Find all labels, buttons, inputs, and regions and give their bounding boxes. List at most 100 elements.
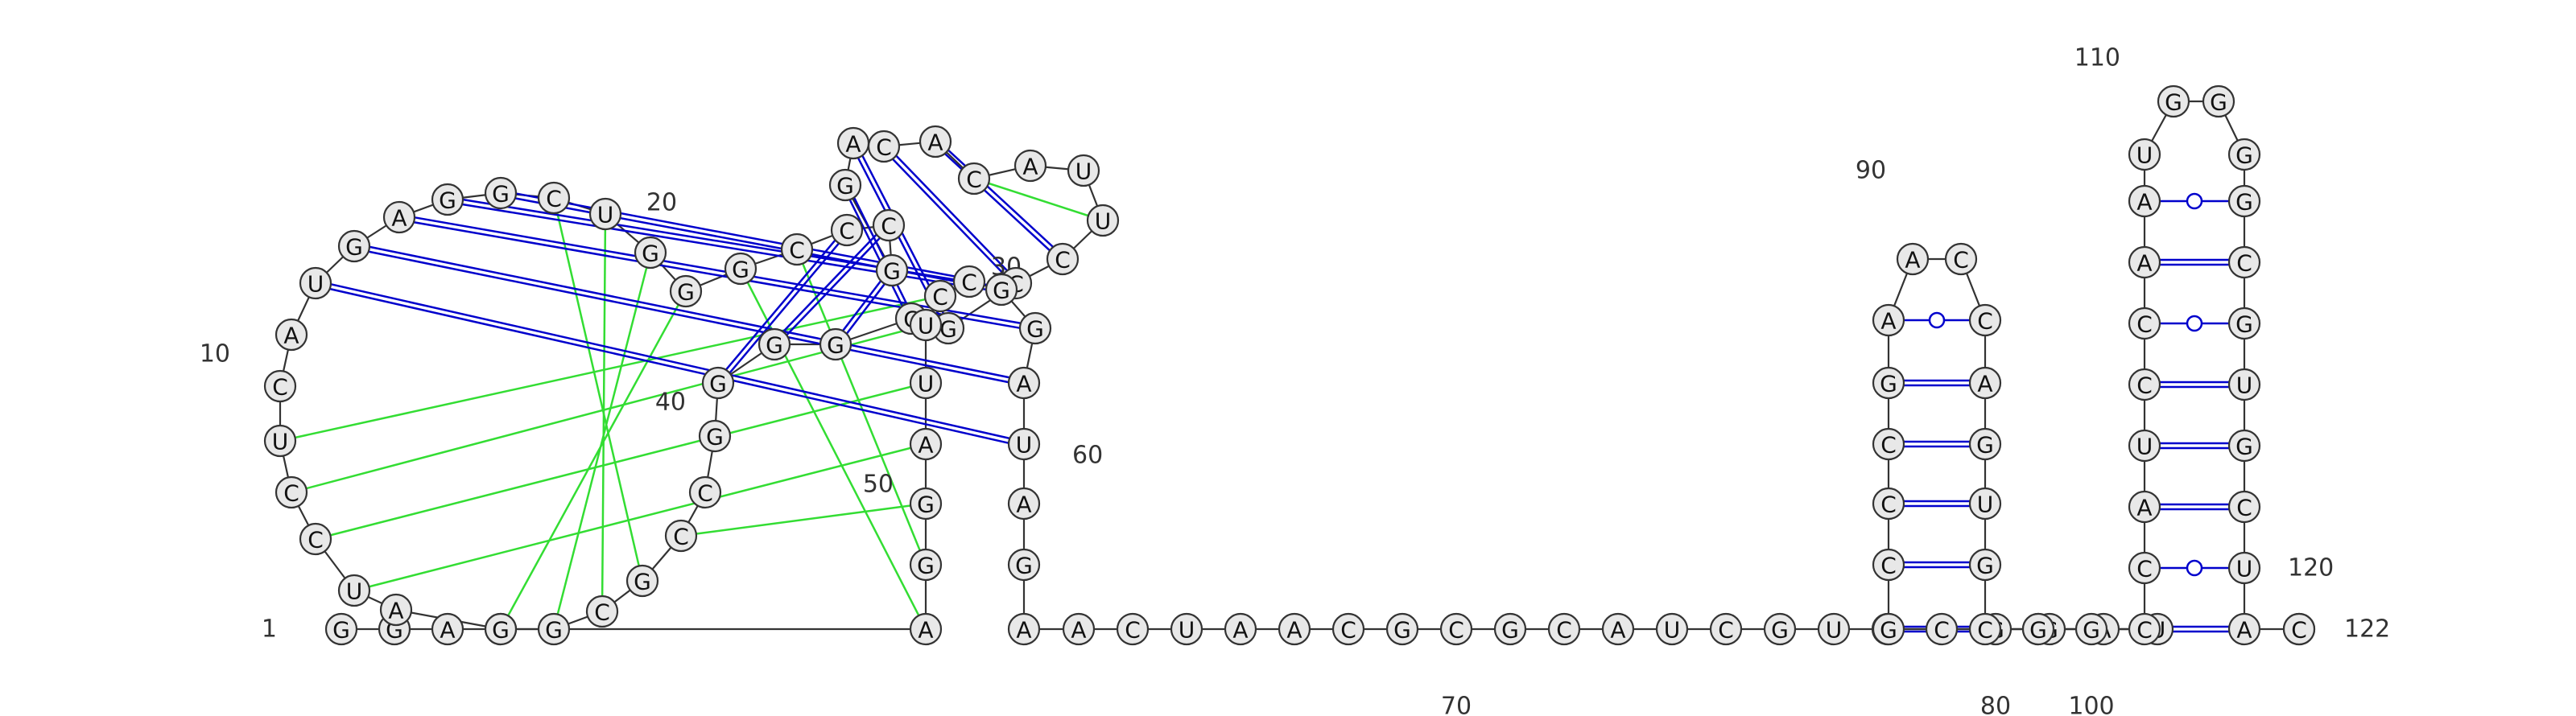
nucleotide-letter: G	[1393, 617, 1411, 644]
nucleotide-letter: C	[673, 524, 689, 550]
nucleotide: G	[634, 236, 667, 270]
nucleotide-letter: C	[283, 480, 299, 507]
tertiary-pair	[315, 381, 927, 541]
nucleotide-letter: C	[1977, 308, 1993, 335]
nucleotides: GGAGAUCCUCAUGAGGCUGGGCCCGGACACAUUCCGCGGG…	[263, 84, 2316, 646]
nucleotide: G	[2021, 612, 2055, 646]
position-label: 1	[262, 615, 277, 644]
nucleotide: C	[664, 519, 698, 553]
nucleotide: C	[1709, 612, 1743, 646]
nucleotide-letter: U	[1826, 617, 1843, 644]
nucleotide: G	[698, 419, 732, 453]
nucleotide-letter: U	[597, 202, 614, 228]
nucleotide-letter: A	[391, 205, 407, 232]
tertiary-pair	[680, 502, 927, 537]
nucleotide-letter: C	[1125, 617, 1141, 644]
nucleotide-letter: C	[1880, 432, 1897, 459]
nucleotide-letter: C	[1718, 617, 1734, 644]
nucleotide-letter: A	[927, 130, 943, 156]
tertiary-pair	[552, 252, 652, 630]
nucleotide-letter: U	[2136, 434, 2153, 460]
backbone	[279, 100, 2299, 631]
nucleotide-letter: U	[1095, 208, 1112, 235]
nucleotide: C	[2227, 490, 2261, 524]
nucleotide: U	[2227, 368, 2261, 401]
nucleotide: C	[1944, 242, 1978, 276]
nucleotide: A	[379, 593, 413, 627]
nucleotide: G	[985, 273, 1018, 307]
nucleotide: C	[1872, 427, 1905, 461]
nucleotide-letter: C	[594, 599, 610, 626]
position-label: 10	[200, 340, 230, 368]
nucleotide: G	[758, 327, 791, 361]
nucleotide: G	[337, 229, 371, 263]
nucleotide-letter: A	[2236, 617, 2252, 644]
nucleotide: G	[431, 183, 464, 216]
nucleotide-letter: A	[2136, 189, 2152, 216]
nucleotide: A	[431, 612, 464, 646]
nucleotide: G	[2074, 612, 2108, 646]
nucleotide-letter: G	[2029, 617, 2047, 644]
nucleotide: G	[701, 366, 735, 400]
nucleotide: G	[484, 176, 518, 210]
nucleotide: C	[1439, 612, 1473, 646]
nucleotide-letter: U	[918, 313, 935, 339]
nucleotide: G	[324, 612, 358, 646]
nucleotide-letter: C	[932, 284, 948, 311]
nucleotide-letter: A	[2136, 495, 2152, 521]
nucleotide-letter: G	[766, 332, 783, 359]
nucleotide-letter: C	[2136, 311, 2153, 338]
nucleotide-letter: C	[2136, 372, 2153, 399]
nucleotide: G	[724, 252, 758, 286]
nucleotide-letter: G	[1880, 371, 1897, 397]
nucleotide: U	[2128, 429, 2161, 463]
nucleotide-letter: G	[706, 424, 724, 451]
nucleotide-letter: G	[642, 241, 659, 267]
nucleotide-letter: A	[845, 131, 861, 158]
nucleotide: G	[625, 564, 659, 598]
nucleotide: C	[263, 369, 297, 403]
base-pair	[842, 280, 882, 331]
nucleotide-letter: C	[2236, 495, 2252, 521]
nucleotide-letter: A	[1022, 154, 1038, 180]
position-label: 100	[2068, 693, 2114, 716]
nucleotide-letter: G	[917, 492, 935, 518]
nucleotide: C	[1968, 303, 2002, 337]
nucleotide-letter: G	[492, 181, 510, 208]
nucleotide: A	[382, 200, 416, 234]
nucleotide: A	[2128, 490, 2161, 524]
tertiary-pair	[499, 290, 687, 630]
nucleotide: U	[1968, 487, 2002, 521]
nucleotide: C	[957, 162, 991, 195]
nucleotide-letter: G	[332, 617, 350, 644]
base-pair	[852, 197, 908, 305]
nucleotide: A	[836, 126, 870, 160]
nucleotide: G	[828, 168, 862, 202]
nucleotide: G	[1872, 612, 1905, 646]
nucleotide: G	[2227, 138, 2261, 171]
nucleotide: C	[2128, 307, 2161, 340]
nucleotide: C	[688, 475, 722, 509]
nucleotide: A	[1968, 366, 2002, 400]
nucleotide-letter: A	[1905, 247, 1920, 274]
nucleotide: G	[819, 327, 852, 361]
nucleotide-letter: U	[2136, 142, 2153, 169]
nucleotide-letter: C	[839, 218, 855, 245]
nucleotide-letter: C	[966, 167, 982, 193]
nucleotide-letter: C	[1977, 617, 1993, 644]
nucleotide-letter: C	[881, 213, 897, 240]
nucleotide: G	[1763, 612, 1797, 646]
nucleotide: A	[1062, 612, 1096, 646]
nucleotide-letter: U	[2236, 372, 2253, 399]
nucleotide: C	[867, 130, 901, 163]
nucleotide: C	[1968, 612, 2002, 646]
position-label: 50	[863, 471, 894, 499]
nucleotide-letter: G	[1880, 617, 1897, 644]
nucleotide-letter: U	[918, 371, 935, 397]
base-pair	[330, 283, 1010, 440]
nucleotide: G	[1385, 612, 1419, 646]
nucleotide-letter: A	[388, 598, 403, 624]
base-pair	[368, 250, 1009, 384]
nucleotide-letter: G	[883, 258, 901, 285]
